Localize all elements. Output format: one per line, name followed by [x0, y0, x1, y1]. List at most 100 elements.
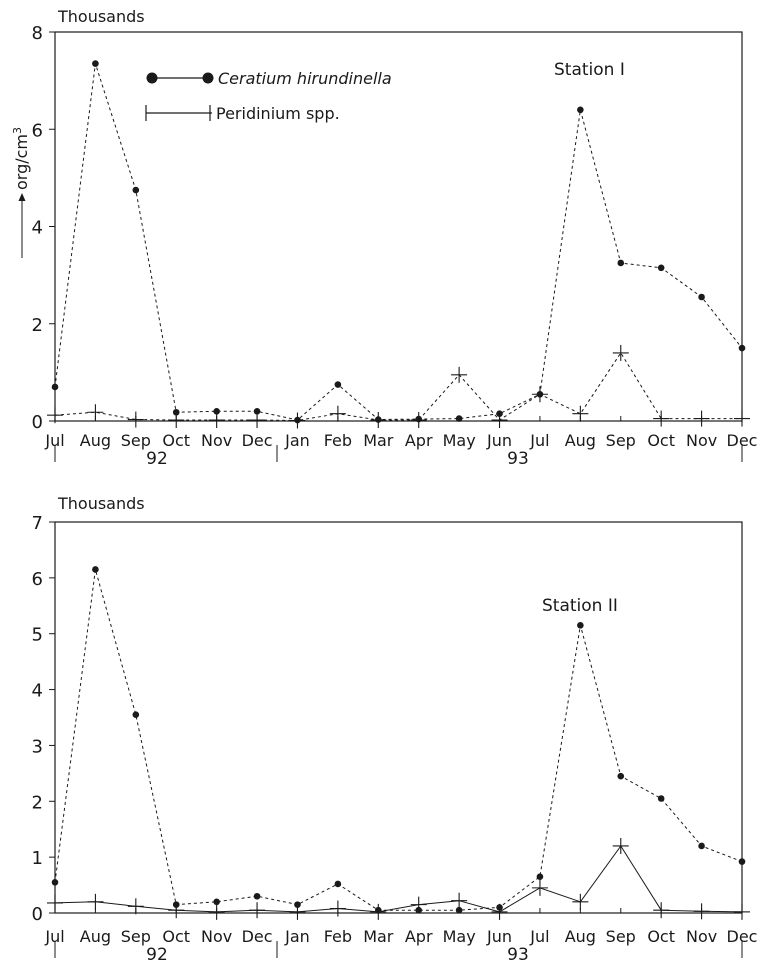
y-axis-label-1: org/cm3	[11, 127, 31, 258]
data-point-peridinium	[653, 410, 670, 427]
x-tick-label: Feb	[324, 431, 352, 450]
x-tick-label: Sep	[606, 927, 636, 946]
x-tick-label: Jun	[486, 927, 512, 946]
data-point-peridinium	[653, 902, 670, 919]
x-tick-label: Dec	[727, 927, 758, 946]
data-point-peridinium	[370, 903, 387, 920]
data-point-ceratium	[617, 259, 625, 267]
y-tick-label: 5	[32, 625, 43, 646]
plot-frame-1	[54, 31, 743, 422]
data-point-ceratium	[455, 415, 463, 422]
station-label-2: Station II	[542, 596, 618, 616]
x-tick-label: Sep	[121, 927, 151, 946]
data-point-peridinium	[249, 902, 266, 919]
y-tick-label: 2	[32, 315, 43, 336]
data-point-peridinium	[127, 898, 144, 915]
x-tick-label: Jul	[44, 431, 64, 450]
data-point-peridinium	[734, 410, 750, 427]
y-tick-label: 0	[32, 412, 43, 433]
x-tick-label: Nov	[686, 927, 717, 946]
data-point-ceratium	[577, 106, 584, 114]
x-tick-label: Mar	[363, 927, 394, 946]
x-tick-label: Apr	[405, 927, 433, 946]
x-tick-label: Aug	[80, 431, 111, 450]
data-point-ceratium	[253, 892, 261, 900]
x-tick-label: Jun	[486, 431, 512, 450]
data-point-ceratium	[698, 293, 705, 301]
data-point-ceratium	[132, 711, 140, 719]
data-point-peridinium	[168, 902, 185, 919]
legend-label-peridinium: Peridinium spp.	[216, 104, 340, 123]
y-tick-label: 4	[32, 681, 43, 702]
data-point-ceratium	[132, 186, 140, 194]
y-axis-title-superscript-1: 3	[11, 127, 24, 134]
data-point-ceratium	[92, 566, 99, 573]
year-axis-2: 92 93	[54, 941, 743, 965]
x-axis-ticks-1: Jul Aug Sep Oct Nov Dec Jan Feb Mar Apr May Jun Jul A…	[44, 416, 757, 450]
y-tick-label: 1	[32, 848, 43, 869]
data-point-ceratium	[51, 878, 59, 886]
legend-entry-ceratium: Ceratium hirundinella	[146, 69, 392, 88]
x-tick-label: Dec	[242, 927, 273, 946]
data-point-peridinium	[491, 903, 508, 920]
series-layer-1	[47, 60, 750, 429]
data-point-peridinium	[531, 879, 548, 896]
data-point-peridinium	[572, 893, 589, 910]
x-tick-label: Sep	[121, 431, 151, 450]
data-point-ceratium	[213, 407, 220, 415]
data-point-ceratium	[334, 880, 342, 888]
x-tick-label: Dec	[727, 431, 758, 450]
x-tick-label: Oct	[162, 927, 190, 946]
data-point-peridinium	[734, 903, 750, 920]
data-point-peridinium	[693, 903, 710, 920]
x-tick-label: Jul	[529, 431, 549, 450]
y-axis-ticks-1: 0 2 4 6 8	[32, 23, 55, 433]
data-point-ceratium	[92, 60, 99, 67]
x-tick-label: Nov	[686, 431, 717, 450]
data-point-peridinium	[531, 386, 548, 403]
x-tick-label: Oct	[162, 431, 190, 450]
y-tick-label: 2	[32, 792, 43, 813]
x-tick-label: Nov	[201, 927, 232, 946]
data-point-ceratium	[577, 622, 584, 629]
y-tick-label: 8	[32, 23, 43, 44]
data-point-peridinium	[451, 892, 468, 909]
x-tick-label: Nov	[201, 431, 232, 450]
year-label-93-1: 93	[507, 449, 529, 469]
chart-station-1: Thousands Station I org/cm3 Ceratium hir…	[11, 7, 757, 469]
data-point-peridinium	[572, 405, 589, 422]
data-point-peridinium	[47, 407, 63, 424]
x-tick-label: Jul	[529, 927, 549, 946]
x-tick-label: Jul	[44, 927, 64, 946]
data-point-ceratium	[698, 842, 705, 850]
data-point-ceratium	[455, 906, 463, 914]
unit-label-2: Thousands	[57, 494, 145, 513]
legend: Ceratium hirundinella Peridinium spp.	[145, 69, 392, 123]
station-label-1: Station I	[554, 60, 625, 80]
x-tick-label: Mar	[363, 431, 394, 450]
plot-frame-2	[54, 521, 743, 914]
y-tick-label: 3	[32, 736, 43, 757]
x-tick-label: Oct	[647, 431, 675, 450]
x-tick-label: Feb	[324, 927, 352, 946]
legend-label-ceratium: Ceratium hirundinella	[218, 69, 392, 88]
data-point-peridinium	[612, 344, 629, 361]
y-tick-label: 6	[32, 120, 43, 141]
data-point-ceratium	[253, 407, 261, 415]
x-tick-label: Jan	[284, 431, 310, 450]
data-point-peridinium	[249, 412, 266, 429]
data-point-peridinium	[612, 837, 629, 854]
x-tick-label: May	[443, 927, 476, 946]
x-tick-label: Aug	[80, 927, 111, 946]
x-tick-label: Aug	[565, 431, 596, 450]
x-tick-label: Dec	[242, 431, 273, 450]
data-point-peridinium	[87, 404, 104, 421]
year-label-93-2: 93	[507, 945, 529, 965]
year-axis-1: 92 93	[54, 445, 743, 469]
series-layer-2	[47, 566, 750, 920]
data-point-peridinium	[127, 411, 144, 428]
series-line-peridinium	[54, 845, 743, 913]
data-point-peridinium	[87, 893, 104, 910]
data-point-ceratium	[738, 858, 746, 865]
